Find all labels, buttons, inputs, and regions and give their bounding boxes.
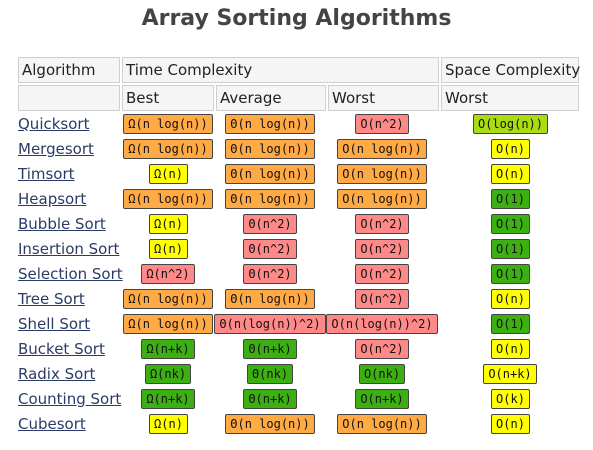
average-complexity-badge: Θ(nk) [247, 364, 293, 384]
best-complexity-badge: Ω(n+k) [141, 339, 195, 359]
average-complexity-badge: Θ(n log(n)) [225, 189, 315, 209]
worst-complexity-badge: O(n log(n)) [337, 139, 427, 159]
header-time-complexity: Time Complexity [122, 57, 439, 83]
space-complexity-badge: O(k) [491, 389, 530, 409]
average-complexity-badge: Θ(n log(n)) [225, 114, 315, 134]
best-complexity-badge: Ω(n+k) [141, 389, 195, 409]
algorithm-link[interactable]: Radix Sort [18, 365, 96, 383]
algorithm-link[interactable]: Insertion Sort [18, 240, 120, 258]
algorithm-link[interactable]: Quicksort [18, 115, 90, 133]
average-complexity-badge: Θ(n+k) [243, 339, 297, 359]
header-worst: Worst [328, 85, 439, 111]
algorithm-link[interactable]: Selection Sort [18, 265, 123, 283]
algorithm-link[interactable]: Counting Sort [18, 390, 122, 408]
worst-complexity-badge: O(n+k) [355, 389, 409, 409]
best-complexity-badge: Ω(n log(n)) [123, 189, 213, 209]
algorithm-link[interactable]: Shell Sort [18, 315, 91, 333]
average-complexity-badge: Θ(n log(n)) [225, 164, 315, 184]
worst-complexity-badge: O(n(log(n))^2) [326, 314, 438, 334]
header-best: Best [122, 85, 214, 111]
best-complexity-badge: Ω(n) [149, 164, 188, 184]
best-complexity-badge: Ω(nk) [145, 364, 191, 384]
worst-complexity-badge: O(n^2) [355, 239, 409, 259]
space-complexity-badge: O(n) [491, 339, 530, 359]
average-complexity-badge: Θ(n^2) [243, 239, 297, 259]
space-complexity-badge: O(n+k) [483, 364, 537, 384]
algorithm-link[interactable]: Tree Sort [18, 290, 85, 308]
space-complexity-badge: O(n) [491, 164, 530, 184]
algorithm-link[interactable]: Bucket Sort [18, 340, 105, 358]
space-complexity-badge: O(n) [491, 289, 530, 309]
header-blank [18, 85, 120, 111]
worst-complexity-badge: O(n^2) [355, 264, 409, 284]
space-complexity-badge: O(1) [491, 314, 530, 334]
best-complexity-badge: Ω(n log(n)) [123, 289, 213, 309]
average-complexity-badge: Θ(n+k) [243, 389, 297, 409]
worst-complexity-badge: O(n log(n)) [337, 414, 427, 434]
average-complexity-badge: Θ(n(log(n))^2) [214, 314, 326, 334]
best-complexity-badge: Ω(n log(n)) [123, 114, 213, 134]
header-average: Average [216, 85, 326, 111]
header-algorithm: Algorithm [18, 57, 120, 83]
space-complexity-badge: O(1) [491, 214, 530, 234]
best-complexity-badge: Ω(n) [149, 239, 188, 259]
algorithm-link[interactable]: Bubble Sort [18, 215, 106, 233]
average-complexity-badge: Θ(n log(n)) [225, 139, 315, 159]
space-complexity-badge: O(n) [491, 139, 530, 159]
best-complexity-badge: Ω(n^2) [141, 264, 195, 284]
best-complexity-badge: Ω(n) [149, 214, 188, 234]
best-complexity-badge: Ω(n) [149, 414, 188, 434]
worst-complexity-badge: O(n^2) [355, 114, 409, 134]
space-complexity-badge: O(1) [491, 239, 530, 259]
worst-complexity-badge: O(n^2) [355, 214, 409, 234]
page-title: Array Sorting Algorithms [141, 6, 452, 31]
space-complexity-badge: O(1) [491, 189, 530, 209]
worst-complexity-badge: O(n log(n)) [337, 189, 427, 209]
average-complexity-badge: Θ(n^2) [243, 264, 297, 284]
average-complexity-badge: Θ(n^2) [243, 214, 297, 234]
algorithm-link[interactable]: Heapsort [18, 190, 87, 208]
best-complexity-badge: Ω(n log(n)) [123, 314, 213, 334]
space-complexity-badge: O(n) [491, 414, 530, 434]
algorithm-link[interactable]: Mergesort [18, 140, 94, 158]
worst-complexity-badge: O(n^2) [355, 339, 409, 359]
worst-complexity-badge: O(n log(n)) [337, 164, 427, 184]
best-complexity-badge: Ω(n log(n)) [123, 139, 213, 159]
worst-complexity-badge: O(nk) [359, 364, 405, 384]
algorithm-link[interactable]: Cubesort [18, 415, 86, 433]
space-complexity-badge: O(log(n)) [473, 114, 548, 134]
space-complexity-badge: O(1) [491, 264, 530, 284]
header-space-worst: Worst [441, 85, 579, 111]
worst-complexity-badge: O(n^2) [355, 289, 409, 309]
algorithm-link[interactable]: Timsort [18, 165, 75, 183]
average-complexity-badge: Θ(n log(n)) [225, 289, 315, 309]
average-complexity-badge: Θ(n log(n)) [225, 414, 315, 434]
header-space-complexity: Space Complexity [441, 57, 580, 83]
